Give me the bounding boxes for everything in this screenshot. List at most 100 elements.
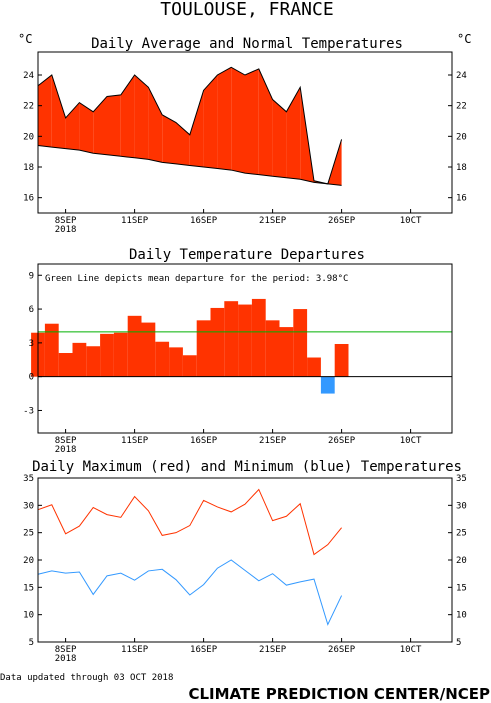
departure-bar — [86, 346, 101, 377]
avg-ytick-label-right: 22 — [456, 102, 467, 112]
departure-fill-segment — [272, 99, 287, 178]
mm-xtick-label: 26SEP — [328, 645, 356, 655]
avg-ytick-label-right: 20 — [456, 132, 467, 142]
departure-bar — [155, 341, 170, 377]
mean-departure-note: Green Line depicts mean departure for th… — [45, 274, 348, 284]
dep-xtick-label: 8SEP — [55, 436, 77, 446]
mm-ytick-label-left: 30 — [23, 501, 34, 511]
dep-xtick-label: 10CT — [400, 436, 422, 446]
mm-ytick-label-right: 20 — [456, 556, 467, 566]
departure-bar — [334, 343, 349, 377]
unit-left-label: °C — [18, 32, 32, 46]
departure-fill-segment — [38, 75, 52, 148]
departure-fill-segment — [120, 75, 135, 158]
dep-ytick-label-left: 3 — [29, 339, 34, 349]
departure-fill-segment — [93, 96, 107, 155]
departure-bar — [100, 333, 114, 377]
avg-xtick-label: 8SEP — [55, 216, 77, 226]
avg-xtick-year: 2018 — [55, 225, 77, 235]
departure-bar — [320, 376, 335, 394]
mm-ytick-label-left: 35 — [23, 474, 34, 484]
departure-fill-segment — [217, 67, 232, 171]
departure-bar — [307, 357, 321, 377]
departure-bar — [265, 320, 280, 377]
mm-ytick-label-left: 10 — [23, 611, 34, 621]
dep-xtick-label: 16SEP — [190, 436, 218, 446]
departure-bar — [58, 353, 73, 377]
departure-fill-segment — [107, 94, 121, 157]
departure-bar — [279, 327, 294, 377]
departure-fill-segment — [245, 68, 259, 175]
departure-fill-segment — [258, 68, 273, 177]
departure-fill-segment — [162, 114, 176, 164]
dep-ytick-label-left: 6 — [29, 305, 34, 315]
dep-xtick-label: 11SEP — [121, 436, 149, 446]
avg-xtick-label: 26SEP — [328, 216, 356, 226]
departure-bar — [169, 347, 183, 377]
updated-note: Data updated through 03 OCT 2018 — [0, 673, 173, 683]
departure-bar — [210, 307, 225, 377]
mm-xtick-year: 2018 — [55, 654, 77, 664]
avg-xtick-label: 11SEP — [121, 216, 149, 226]
avg-ytick-label-left: 16 — [23, 194, 34, 204]
max-min-title: Daily Maximum (red) and Minimum (blue) T… — [32, 459, 462, 475]
mm-ytick-label-left: 5 — [29, 638, 34, 648]
departure-fill-segment — [51, 75, 66, 149]
avg-xtick-label: 16SEP — [190, 216, 218, 226]
departure-fill-segment — [148, 87, 163, 163]
departure-bar — [113, 332, 128, 377]
mm-xtick-label: 11SEP — [121, 645, 149, 655]
max-min-panel: Daily Maximum (red) and Minimum (blue) T… — [23, 459, 467, 664]
dep-xtick-year: 2018 — [55, 445, 77, 455]
departures-panel: Daily Temperature Departures Green Line … — [23, 247, 453, 455]
departure-fill-segment — [134, 75, 149, 160]
dep-xtick-label: 21SEP — [259, 436, 287, 446]
mm-frame — [37, 477, 453, 643]
departure-bar — [196, 320, 211, 377]
max-temp-line — [37, 488, 342, 556]
mm-ytick-label-right: 25 — [456, 529, 467, 539]
dep-frame — [37, 263, 453, 434]
departures-title: Daily Temperature Departures — [129, 247, 365, 263]
mm-xtick-label: 21SEP — [259, 645, 287, 655]
departure-fill-segment — [189, 90, 204, 167]
normal-line — [37, 145, 342, 186]
mm-ytick-label-right: 35 — [456, 474, 467, 484]
city-title: TOULOUSE, FRANCE — [160, 0, 333, 20]
departure-bar — [251, 298, 266, 377]
mm-xtick-label: 10CT — [400, 645, 422, 655]
avg-xtick-label: 10CT — [400, 216, 422, 226]
avg-ytick-label-left: 24 — [23, 71, 34, 81]
mm-ytick-label-right: 10 — [456, 611, 467, 621]
avg-frame — [37, 51, 453, 214]
avg-normal-title: Daily Average and Normal Temperatures — [91, 36, 403, 52]
avg-ytick-label-left: 18 — [23, 163, 34, 173]
dep-ytick-label-left: 9 — [29, 271, 34, 281]
mm-ytick-label-left: 15 — [23, 583, 34, 593]
mm-ytick-label-left: 20 — [23, 556, 34, 566]
mm-ytick-label-right: 5 — [456, 638, 461, 648]
departure-fill-segment — [176, 122, 190, 166]
dep-xtick-label: 26SEP — [328, 436, 356, 446]
mm-ytick-label-right: 15 — [456, 583, 467, 593]
departure-bar — [293, 309, 308, 377]
avg-ytick-label-left: 20 — [23, 132, 34, 142]
departure-bar — [72, 342, 87, 377]
dep-ytick-label-left: -3 — [23, 406, 34, 416]
avg-ytick-label-right: 16 — [456, 194, 467, 204]
departure-fill-segment — [79, 102, 94, 154]
avg-ytick-label-left: 22 — [23, 102, 34, 112]
min-temp-line — [37, 559, 343, 626]
mm-xtick-label: 8SEP — [55, 645, 77, 655]
departure-bar — [44, 323, 59, 377]
mm-ytick-label-left: 25 — [23, 529, 34, 539]
departure-fill-segment — [203, 75, 218, 169]
average-line — [37, 66, 343, 185]
credit-label: CLIMATE PREDICTION CENTER/NCEP — [188, 685, 490, 703]
departure-bar — [238, 304, 252, 377]
avg-ytick-label-right: 24 — [456, 71, 467, 81]
mm-ytick-label-right: 30 — [456, 501, 467, 511]
departure-bar — [182, 355, 197, 377]
departure-fill-segment — [286, 87, 301, 180]
